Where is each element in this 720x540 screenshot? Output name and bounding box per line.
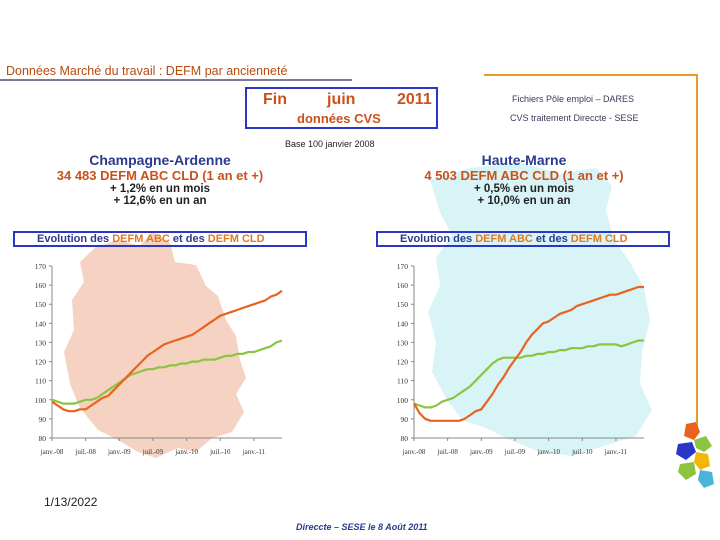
chart-champagne-ardenne: 80 90 100 110 120 130 140 150 160 170 janv.-08 juil… (35, 262, 283, 456)
chart-title-ca: Evolution des DEFM ABC et des DEFM CLD (13, 231, 307, 247)
headline-cvs: données CVS (297, 111, 381, 126)
footer-credit: Direccte – SESE le 8 Août 2011 (296, 522, 428, 532)
chart-haute-marne: 80 90 100 110 120 130 140 150 160 170 janv.-08 juil… (397, 262, 644, 456)
y-tick-label: 90 (401, 415, 409, 424)
evo-title-cld: DEFM CLD (570, 233, 628, 245)
decorative-rule-vertical (696, 74, 698, 434)
region-name: Haute-Marne (481, 152, 567, 168)
x-tick-label: janv.-09 (107, 448, 131, 456)
region-delta-year: + 12,6% en un an (113, 195, 207, 207)
x-tick-label: juil.-08 (74, 448, 96, 456)
y-tick-label: 100 (397, 396, 409, 405)
y-tick-label: 130 (397, 338, 409, 347)
map-haute-marne (428, 162, 652, 456)
y-tick-label: 160 (35, 281, 47, 290)
y-tick-label: 130 (35, 338, 47, 347)
evo-title-part: Evolution des (37, 233, 113, 245)
slide-date: 1/13/2022 (44, 495, 98, 509)
headline-month: juin (327, 91, 356, 108)
region-count: 4 503 DEFM ABC CLD (1 an et +) (424, 168, 624, 183)
y-tick-label: 120 (397, 358, 409, 367)
x-tick-label: janv.-09 (469, 448, 493, 456)
y-tick-label: 80 (401, 434, 409, 443)
evo-title-abc: DEFM ABC (112, 233, 170, 245)
x-tick-label: janv.-08 (402, 448, 426, 456)
decorative-rule-horizontal (484, 74, 698, 76)
series-line-defm-cld (413, 285, 644, 422)
region-delta-month: + 0,5% en un mois (473, 183, 575, 195)
series-line-defm-abc (413, 339, 644, 409)
evo-title-abc: DEFM ABC (475, 233, 533, 245)
region-name: Champagne-Ardenne (89, 152, 231, 168)
y-tick-label: 110 (35, 377, 46, 386)
source-line-1: Fichiers Pôle emploi – DARES (512, 94, 635, 104)
headline-fin: Fin (263, 91, 287, 108)
region-header-hm: Haute-Marne 4 503 DEFM ABC CLD (1 an et … (404, 152, 644, 207)
y-tick-label: 110 (397, 377, 408, 386)
x-tick-label: janv.-10 (174, 448, 198, 456)
region-delta-month: + 1,2% en un mois (109, 183, 211, 195)
x-tick-label: juil.-09 (504, 448, 526, 456)
evo-title-part: Evolution des (400, 233, 476, 245)
base-note: Base 100 janvier 2008 (285, 139, 375, 149)
page-title: Données Marché du travail : DEFM par anc… (6, 64, 288, 78)
x-tick-label: janv.-08 (40, 448, 64, 456)
x-tick-label: janv.-11 (604, 448, 628, 456)
chart-title-hm: Evolution des DEFM ABC et des DEFM CLD (376, 231, 670, 247)
evo-title-cld: DEFM CLD (207, 233, 265, 245)
region-delta-year: + 10,0% en un an (477, 195, 571, 207)
series-line-defm-cld (51, 289, 283, 413)
y-tick-label: 100 (35, 396, 47, 405)
title-underline (0, 79, 352, 81)
y-tick-label: 150 (397, 300, 409, 309)
y-tick-label: 170 (35, 262, 47, 271)
region-header-ca: Champagne-Ardenne 34 483 DEFM ABC CLD (1… (40, 152, 280, 207)
map-champagne-ardenne (64, 232, 246, 458)
y-tick-label: 150 (35, 300, 47, 309)
x-tick-label: juil.-10 (209, 448, 231, 456)
x-tick-label: juil.-09 (142, 448, 164, 456)
y-tick-label: 160 (397, 281, 409, 290)
y-tick-label: 90 (39, 415, 47, 424)
source-line-2: CVS traitement Direccte - SESE (510, 113, 639, 123)
headline-box: Fin juin 2011 données CVS (245, 87, 438, 129)
y-tick-label: 80 (39, 434, 47, 443)
evo-title-part: et des (169, 233, 208, 245)
y-tick-label: 140 (35, 319, 47, 328)
x-tick-label: juil.-08 (436, 448, 458, 456)
x-tick-label: janv.-10 (536, 448, 560, 456)
x-tick-label: juil.-10 (571, 448, 593, 456)
headline-year: 2011 (397, 91, 432, 108)
x-tick-label: janv.-11 (242, 448, 266, 456)
region-count: 34 483 DEFM ABC CLD (1 an et +) (56, 168, 264, 183)
series-line-defm-abc (51, 339, 283, 405)
evo-title-part: et des (532, 233, 571, 245)
y-tick-label: 120 (35, 358, 47, 367)
y-tick-label: 140 (397, 319, 409, 328)
y-tick-label: 170 (397, 262, 409, 271)
direccte-logo (676, 422, 714, 488)
